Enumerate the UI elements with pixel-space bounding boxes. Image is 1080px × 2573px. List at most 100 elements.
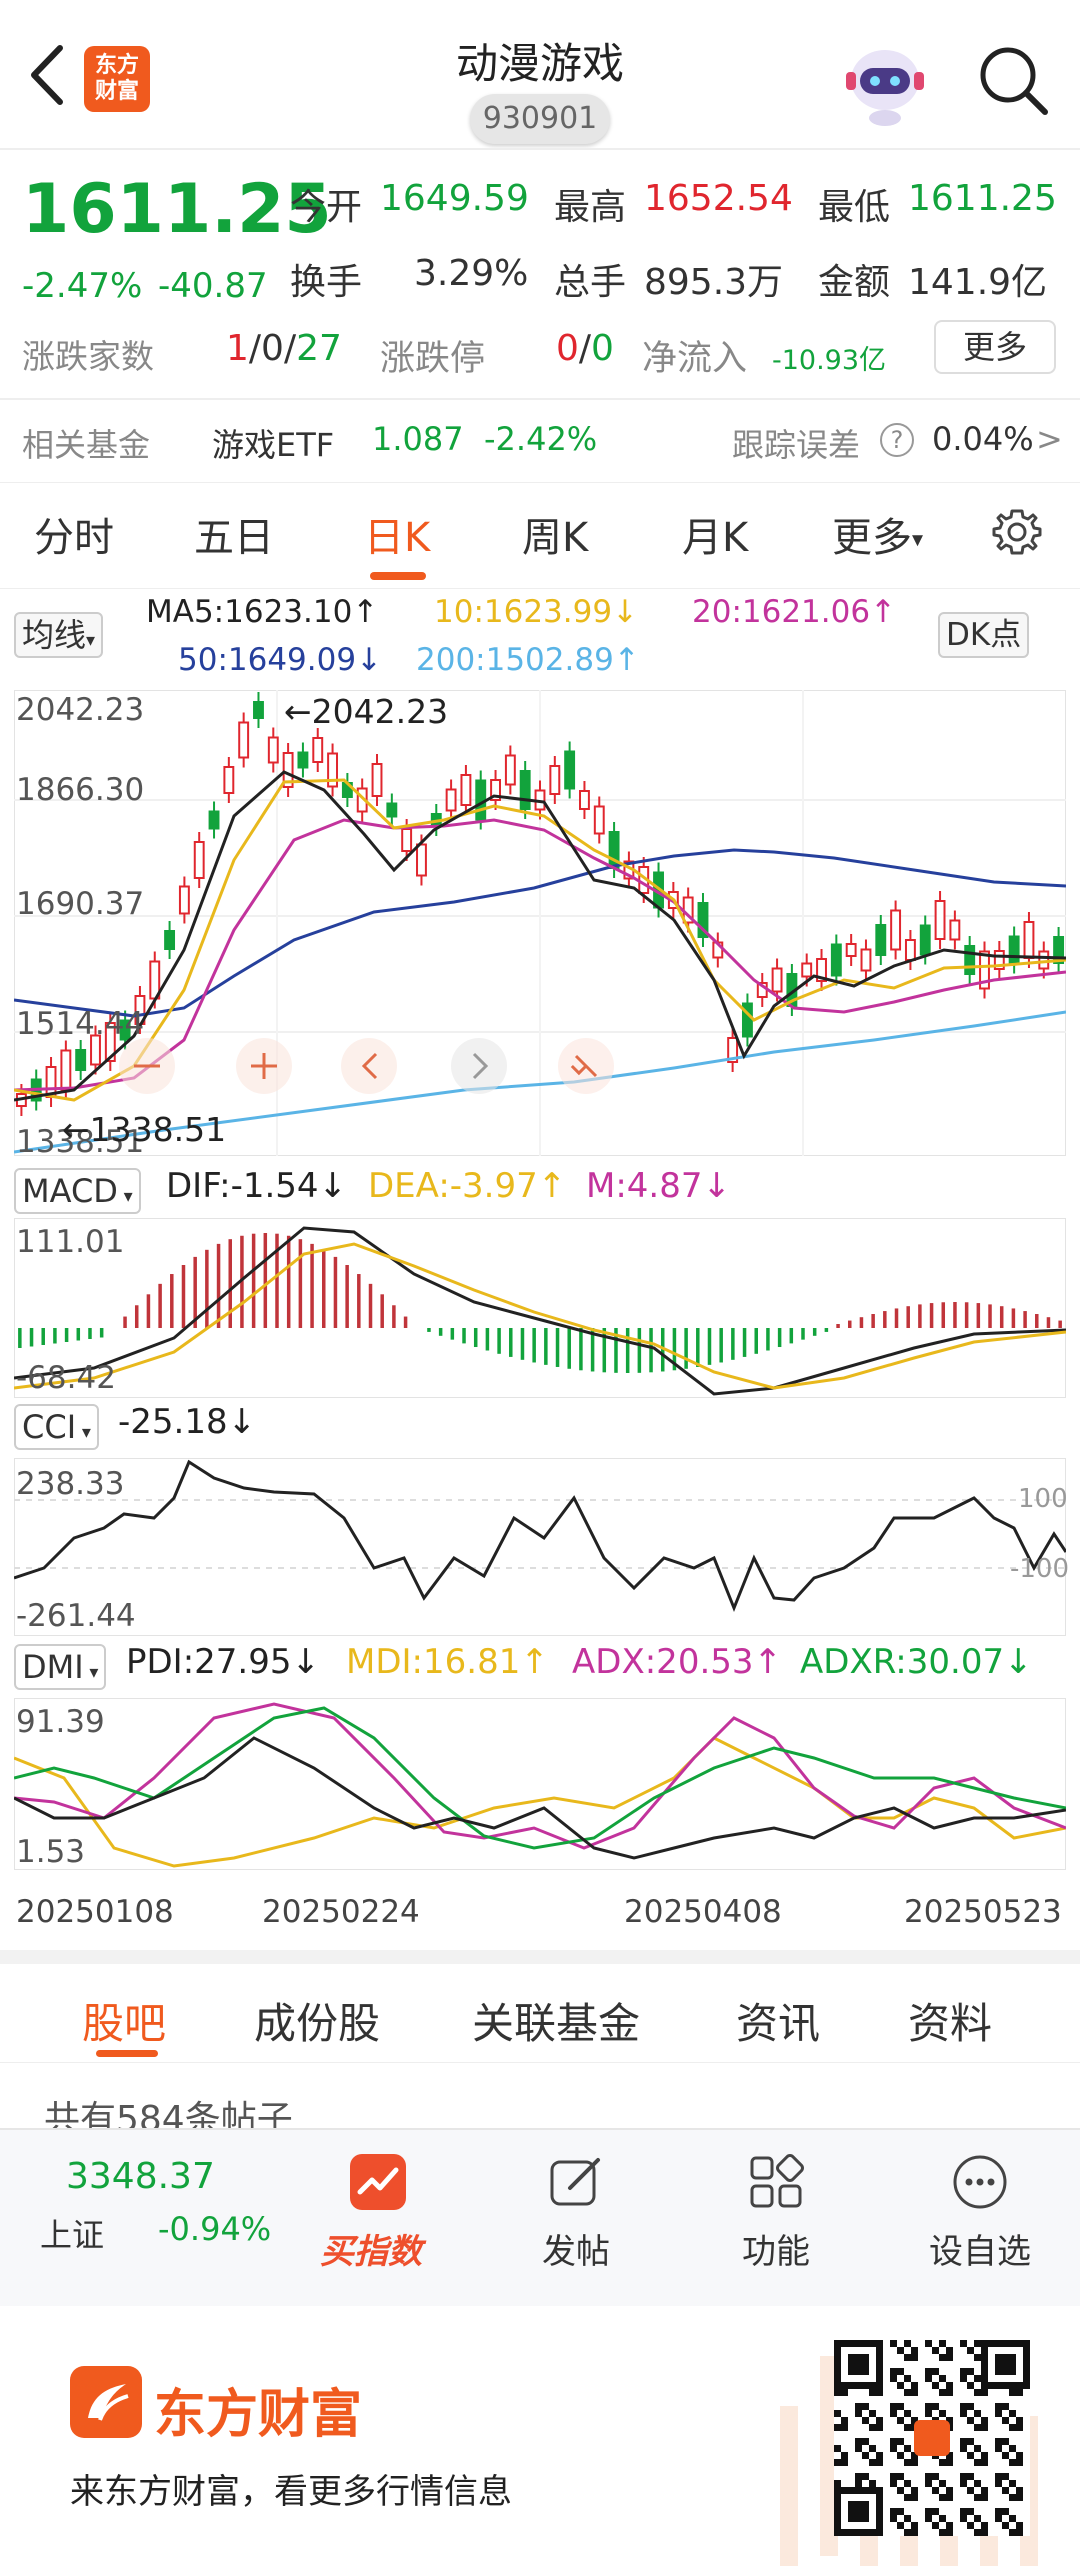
candle bbox=[1053, 936, 1065, 964]
dk-point-button[interactable]: DK点 bbox=[938, 612, 1030, 658]
price-axis-label: 1338.51 bbox=[16, 1124, 145, 1160]
macd-bar bbox=[251, 1233, 256, 1328]
ma200-value: 200:1502.89↑ bbox=[416, 642, 640, 678]
divider bbox=[0, 482, 1080, 483]
chevron-right-icon[interactable]: > bbox=[1036, 420, 1063, 458]
turnover-value: 3.29% bbox=[414, 253, 529, 294]
add-watchlist-button[interactable]: 设自选 bbox=[920, 2140, 1040, 2290]
open-value: 1649.59 bbox=[380, 178, 529, 219]
macd-bar bbox=[462, 1328, 466, 1344]
candle bbox=[830, 943, 842, 977]
robot-assistant-icon[interactable] bbox=[840, 38, 930, 128]
ma10-line bbox=[14, 778, 1066, 1102]
current-price: 1611.25 bbox=[22, 170, 332, 249]
scroll-left-button[interactable] bbox=[341, 1038, 397, 1094]
sh-index-name[interactable]: 上证 bbox=[40, 2216, 105, 2254]
low-label: 最低 bbox=[818, 187, 891, 228]
search-icon[interactable] bbox=[975, 42, 1051, 118]
dmi-selector[interactable]: DMI ▾ bbox=[14, 1644, 107, 1690]
tab-more[interactable]: 更多▾ bbox=[832, 515, 924, 561]
tab-intraday[interactable]: 分时 bbox=[34, 515, 114, 561]
candle bbox=[949, 919, 961, 941]
fund-name[interactable]: 游戏ETF bbox=[212, 426, 335, 464]
tab-monthly-k[interactable]: 月K bbox=[682, 515, 749, 561]
tab-five-day[interactable]: 五日 bbox=[194, 515, 274, 561]
price-axis-label: 1866.30 bbox=[16, 772, 145, 808]
macd-bar bbox=[322, 1249, 326, 1328]
divider bbox=[0, 2062, 1080, 2063]
cci-selector[interactable]: CCI ▾ bbox=[14, 1404, 99, 1450]
tab-related-funds[interactable]: 关联基金 bbox=[472, 1999, 641, 2048]
updown-counts: 1/0/27 bbox=[226, 328, 342, 369]
tab-constituents[interactable]: 成份股 bbox=[254, 1999, 381, 2048]
post-button[interactable]: 发帖 bbox=[520, 2140, 632, 2290]
tab-daily-k[interactable]: 日K bbox=[364, 515, 431, 561]
high-value: 1652.54 bbox=[644, 178, 793, 219]
candle bbox=[519, 770, 531, 810]
macd-bar bbox=[649, 1328, 653, 1373]
candle bbox=[504, 754, 516, 786]
macd-selector[interactable]: MACD ▾ bbox=[14, 1168, 141, 1214]
macd-bar bbox=[871, 1314, 875, 1328]
candle bbox=[890, 909, 902, 951]
candle bbox=[549, 765, 561, 795]
ma5-value: MA5:1623.10↑ bbox=[146, 594, 379, 630]
brand-name: 东方财富 bbox=[154, 2385, 363, 2445]
tab-news[interactable]: 资讯 bbox=[736, 1999, 821, 2048]
tab-guba[interactable]: 股吧 bbox=[82, 1999, 167, 2048]
macd-bar bbox=[357, 1274, 361, 1328]
functions-button[interactable]: 功能 bbox=[720, 2140, 832, 2290]
gear-icon[interactable] bbox=[990, 507, 1044, 561]
macd-bar bbox=[181, 1265, 186, 1328]
macd-bar bbox=[380, 1294, 384, 1328]
fund-price: 1.087 bbox=[372, 420, 464, 458]
macd-bar bbox=[1046, 1317, 1051, 1328]
price-axis-label: 2042.23 bbox=[16, 692, 145, 728]
dmi-mdi: MDI:16.81↑ bbox=[346, 1642, 549, 1682]
date-label: 20250408 bbox=[624, 1894, 782, 1930]
more-button[interactable]: 更多 bbox=[934, 320, 1056, 374]
date-label: 20250523 bbox=[904, 1894, 1062, 1930]
macd-bar bbox=[660, 1328, 665, 1372]
macd-bar bbox=[123, 1316, 127, 1328]
scroll-right-button[interactable] bbox=[451, 1038, 507, 1094]
macd-bar bbox=[1035, 1314, 1039, 1328]
tab-weekly-k[interactable]: 周K bbox=[522, 515, 589, 561]
macd-chart bbox=[14, 1218, 1066, 1398]
kline-chart[interactable] bbox=[14, 690, 1066, 1156]
eastmoney-logo: 东方 财富 bbox=[84, 46, 150, 112]
candle bbox=[475, 779, 487, 821]
candle bbox=[490, 779, 501, 801]
help-icon[interactable]: ? bbox=[880, 423, 914, 457]
macd-bar bbox=[310, 1243, 314, 1328]
macd-bar bbox=[579, 1328, 583, 1371]
macd-bar bbox=[170, 1274, 174, 1328]
candle bbox=[860, 948, 872, 972]
ma-selector[interactable]: 均线▾ bbox=[14, 612, 104, 658]
macd-bar bbox=[999, 1306, 1004, 1328]
active-tab-indicator bbox=[370, 572, 426, 580]
candle bbox=[416, 843, 427, 877]
candle bbox=[1008, 935, 1020, 965]
header-divider bbox=[0, 148, 1080, 150]
candle bbox=[979, 950, 990, 990]
buy-index-button[interactable]: 买指数 bbox=[316, 2140, 440, 2290]
macd-bar bbox=[555, 1328, 560, 1367]
candle bbox=[60, 1049, 72, 1091]
candle bbox=[904, 939, 916, 961]
macd-bar bbox=[614, 1328, 618, 1373]
macd-bar bbox=[520, 1328, 525, 1360]
back-arrow-icon[interactable] bbox=[22, 40, 72, 110]
ma50-line bbox=[14, 848, 1066, 1018]
candle bbox=[119, 1019, 131, 1041]
page-title: 动漫游戏 bbox=[455, 39, 624, 88]
sh-index-value[interactable]: 3348.37 bbox=[66, 2156, 215, 2197]
ma5-line bbox=[14, 770, 1066, 1102]
volume-value: 895.3万 bbox=[644, 262, 784, 303]
macd-bar bbox=[754, 1328, 758, 1354]
change-percent: -2.47% bbox=[22, 266, 143, 306]
macd-bar bbox=[812, 1328, 817, 1336]
tab-profile[interactable]: 资料 bbox=[908, 1999, 993, 2048]
macd-bar bbox=[497, 1328, 501, 1354]
